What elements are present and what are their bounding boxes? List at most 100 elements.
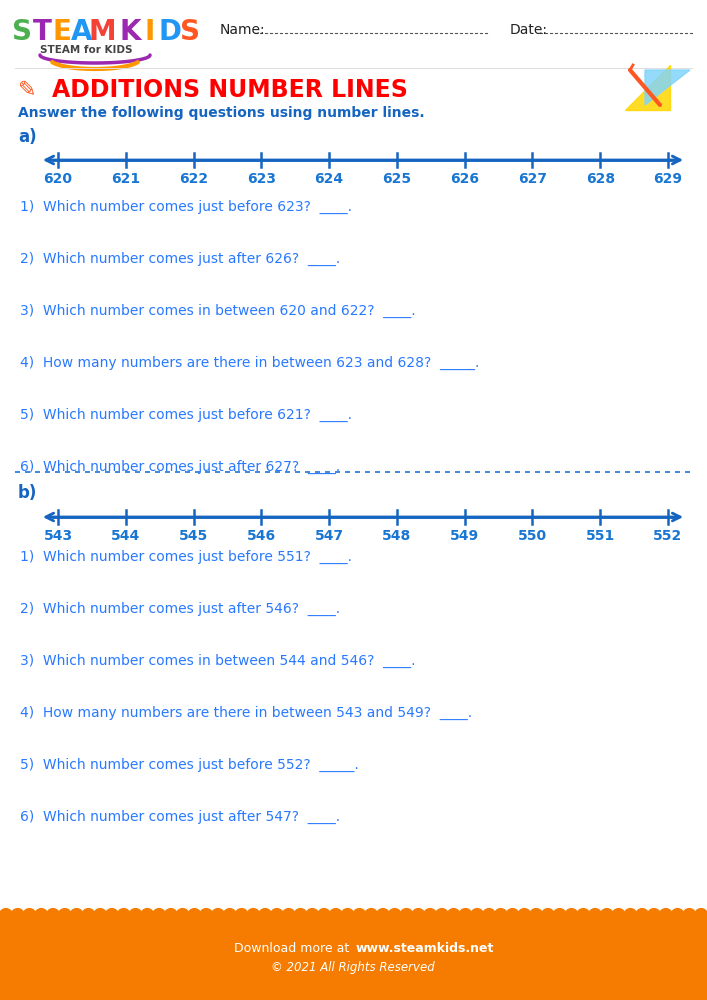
Circle shape: [600, 909, 613, 921]
Circle shape: [188, 909, 201, 921]
Text: 627: 627: [518, 172, 547, 186]
Text: S: S: [12, 18, 32, 46]
Circle shape: [494, 909, 507, 921]
Text: a): a): [18, 128, 37, 146]
Circle shape: [129, 909, 142, 921]
Circle shape: [306, 909, 319, 921]
Text: 552: 552: [653, 529, 683, 543]
Circle shape: [200, 909, 213, 921]
Circle shape: [636, 909, 648, 921]
Text: 5)  Which number comes just before 552?  _____.: 5) Which number comes just before 552? _…: [20, 758, 358, 772]
Text: Answer the following questions using number lines.: Answer the following questions using num…: [18, 106, 425, 120]
Circle shape: [35, 909, 47, 921]
Circle shape: [235, 909, 248, 921]
Circle shape: [365, 909, 378, 921]
Text: STEAM for KIDS: STEAM for KIDS: [40, 45, 132, 55]
Circle shape: [353, 909, 366, 921]
Text: Download more at: Download more at: [234, 942, 353, 954]
Text: M: M: [88, 18, 116, 46]
Circle shape: [94, 909, 107, 921]
Circle shape: [176, 909, 189, 921]
Text: A: A: [71, 18, 93, 46]
Text: 547: 547: [315, 529, 344, 543]
Circle shape: [70, 909, 83, 921]
Text: 549: 549: [450, 529, 479, 543]
Text: 620: 620: [44, 172, 73, 186]
Text: 551: 551: [585, 529, 615, 543]
Text: 546: 546: [247, 529, 276, 543]
Text: 4)  How many numbers are there in between 543 and 549?  ____.: 4) How many numbers are there in between…: [20, 706, 472, 720]
Text: 3)  Which number comes in between 544 and 546?  ____.: 3) Which number comes in between 544 and…: [20, 654, 416, 668]
Circle shape: [0, 909, 12, 921]
Text: 623: 623: [247, 172, 276, 186]
Text: b): b): [18, 484, 37, 502]
Circle shape: [294, 909, 307, 921]
Circle shape: [211, 909, 224, 921]
Text: ADDITIONS NUMBER LINES: ADDITIONS NUMBER LINES: [52, 78, 408, 102]
Circle shape: [153, 909, 165, 921]
Text: ✎: ✎: [18, 80, 37, 100]
Text: 1)  Which number comes just before 551?  ____.: 1) Which number comes just before 551? _…: [20, 550, 352, 564]
Text: 5)  Which number comes just before 621?  ____.: 5) Which number comes just before 621? _…: [20, 408, 352, 422]
Text: 629: 629: [653, 172, 682, 186]
Circle shape: [47, 909, 59, 921]
Circle shape: [59, 909, 71, 921]
Circle shape: [554, 909, 566, 921]
Circle shape: [317, 909, 330, 921]
Text: © 2021 All Rights Reserved: © 2021 All Rights Reserved: [271, 960, 435, 974]
Circle shape: [282, 909, 295, 921]
Circle shape: [165, 909, 177, 921]
Circle shape: [82, 909, 95, 921]
Circle shape: [483, 909, 496, 921]
Circle shape: [671, 909, 684, 921]
Text: 544: 544: [111, 529, 141, 543]
Text: 6)  Which number comes just after 627?  ____.: 6) Which number comes just after 627? __…: [20, 460, 340, 474]
Text: 622: 622: [179, 172, 208, 186]
Circle shape: [388, 909, 401, 921]
Circle shape: [471, 909, 484, 921]
Circle shape: [436, 909, 448, 921]
Circle shape: [329, 909, 342, 921]
Circle shape: [660, 909, 672, 921]
Text: 6)  Which number comes just after 547?  ____.: 6) Which number comes just after 547? __…: [20, 810, 340, 824]
Text: T: T: [33, 18, 52, 46]
Circle shape: [259, 909, 271, 921]
Text: K: K: [119, 18, 141, 46]
Circle shape: [518, 909, 531, 921]
Circle shape: [577, 909, 590, 921]
Text: I: I: [145, 18, 155, 46]
Circle shape: [412, 909, 425, 921]
Circle shape: [11, 909, 24, 921]
Circle shape: [448, 909, 460, 921]
Text: 2)  Which number comes just after 626?  ____.: 2) Which number comes just after 626? __…: [20, 252, 340, 266]
Text: 628: 628: [585, 172, 615, 186]
Circle shape: [565, 909, 578, 921]
Text: 1)  Which number comes just before 623?  ____.: 1) Which number comes just before 623? _…: [20, 200, 352, 214]
Text: 543: 543: [43, 529, 73, 543]
Text: 548: 548: [382, 529, 411, 543]
Circle shape: [247, 909, 259, 921]
Text: 2)  Which number comes just after 546?  ____.: 2) Which number comes just after 546? __…: [20, 602, 340, 616]
Circle shape: [377, 909, 390, 921]
Text: 3)  Which number comes in between 620 and 622?  ____.: 3) Which number comes in between 620 and…: [20, 304, 416, 318]
Text: 624: 624: [315, 172, 344, 186]
Circle shape: [23, 909, 36, 921]
Circle shape: [624, 909, 637, 921]
Circle shape: [423, 909, 436, 921]
Polygon shape: [645, 70, 690, 105]
Circle shape: [459, 909, 472, 921]
Circle shape: [105, 909, 118, 921]
Circle shape: [683, 909, 696, 921]
Text: 545: 545: [179, 529, 208, 543]
Circle shape: [341, 909, 354, 921]
Circle shape: [141, 909, 153, 921]
Circle shape: [530, 909, 542, 921]
Circle shape: [400, 909, 413, 921]
Circle shape: [506, 909, 519, 921]
Circle shape: [695, 909, 707, 921]
Text: 4)  How many numbers are there in between 623 and 628?  _____.: 4) How many numbers are there in between…: [20, 356, 479, 370]
Text: 621: 621: [111, 172, 141, 186]
Circle shape: [117, 909, 130, 921]
Text: 550: 550: [518, 529, 547, 543]
Circle shape: [648, 909, 660, 921]
